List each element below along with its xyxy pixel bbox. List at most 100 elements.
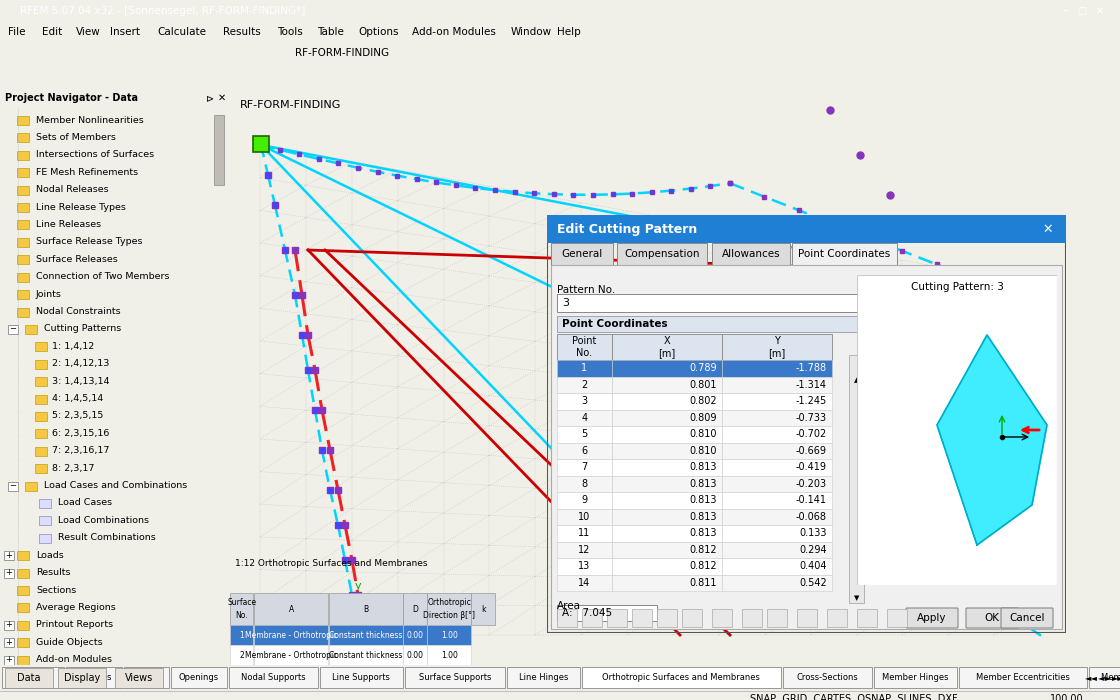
Bar bbox=[17, 151, 29, 160]
Text: Materials: Materials bbox=[13, 673, 52, 682]
Text: Tools: Tools bbox=[277, 27, 302, 37]
Text: Load Cases: Load Cases bbox=[58, 498, 112, 508]
Bar bbox=[632, 609, 652, 627]
Bar bbox=[17, 656, 29, 664]
Bar bbox=[17, 307, 29, 316]
Text: 100.00: 100.00 bbox=[1051, 694, 1084, 700]
Bar bbox=[17, 168, 29, 177]
Text: 2: 1,4,12,13: 2: 1,4,12,13 bbox=[52, 359, 110, 368]
Text: 1.00: 1.00 bbox=[441, 650, 458, 659]
Text: 5: 2,3,5,15: 5: 2,3,5,15 bbox=[52, 412, 103, 421]
Text: D: D bbox=[412, 605, 418, 614]
Text: Cutting Patterns: Cutting Patterns bbox=[44, 324, 121, 333]
Bar bbox=[797, 609, 816, 627]
Bar bbox=[887, 609, 907, 627]
Bar bbox=[849, 355, 864, 603]
Text: 3: 3 bbox=[581, 396, 588, 406]
Bar bbox=[612, 459, 721, 475]
Bar bbox=[857, 609, 877, 627]
Bar bbox=[230, 625, 253, 645]
Bar bbox=[612, 542, 721, 558]
Bar bbox=[557, 475, 612, 492]
Text: 4: 1,4,5,14: 4: 1,4,5,14 bbox=[52, 394, 103, 403]
Bar bbox=[230, 593, 253, 625]
Text: 1: 1 bbox=[581, 363, 588, 373]
Text: Results: Results bbox=[224, 27, 261, 37]
Text: No.: No. bbox=[235, 611, 249, 620]
Bar bbox=[17, 568, 29, 578]
Bar bbox=[17, 273, 29, 281]
Bar bbox=[170, 667, 226, 688]
Text: View: View bbox=[76, 27, 101, 37]
Text: RF-FORM-FINDING: RF-FORM-FINDING bbox=[295, 48, 389, 59]
Text: 1: 1,4,12: 1: 1,4,12 bbox=[52, 342, 94, 351]
Text: Area: Area bbox=[557, 601, 581, 611]
Bar bbox=[551, 243, 613, 265]
Bar bbox=[557, 442, 612, 459]
Bar bbox=[557, 525, 612, 542]
Bar bbox=[17, 256, 29, 265]
Text: Add-on Modules: Add-on Modules bbox=[411, 27, 495, 37]
Text: 10: 10 bbox=[578, 512, 590, 522]
Text: Line Releases: Line Releases bbox=[36, 220, 101, 229]
Text: 0.801: 0.801 bbox=[690, 379, 717, 390]
Text: ◄: ◄ bbox=[1098, 673, 1104, 682]
Bar bbox=[17, 551, 29, 560]
Text: Surface Release Types: Surface Release Types bbox=[36, 237, 142, 246]
Text: Cancel: Cancel bbox=[1009, 613, 1045, 623]
Text: ►: ► bbox=[1105, 673, 1111, 682]
Bar bbox=[722, 442, 831, 459]
Text: Intersections of Surfaces: Intersections of Surfaces bbox=[36, 150, 155, 160]
Bar bbox=[65, 667, 121, 688]
Text: □: □ bbox=[1077, 6, 1086, 16]
Bar bbox=[657, 609, 676, 627]
Text: Loads: Loads bbox=[36, 551, 64, 560]
Bar bbox=[557, 316, 1048, 332]
Text: Average Regions: Average Regions bbox=[36, 603, 115, 612]
Text: 0.404: 0.404 bbox=[800, 561, 827, 571]
Bar bbox=[39, 534, 52, 542]
Text: ✕: ✕ bbox=[218, 93, 226, 103]
Text: Surface: Surface bbox=[227, 598, 256, 607]
Text: -0.068: -0.068 bbox=[796, 512, 827, 522]
Text: 0.812: 0.812 bbox=[690, 561, 717, 571]
Bar bbox=[403, 645, 427, 665]
Text: Add-on Modules: Add-on Modules bbox=[36, 655, 112, 664]
Text: 1:12 Orthotropic Surfaces and Membranes: 1:12 Orthotropic Surfaces and Membranes bbox=[235, 559, 428, 568]
Bar bbox=[557, 605, 657, 621]
Text: Member Divisions: Member Divisions bbox=[1101, 673, 1120, 682]
Text: Solids: Solids bbox=[133, 673, 158, 682]
Text: ►►: ►► bbox=[1112, 673, 1120, 682]
Text: Membrane - Orthotropic: Membrane - Orthotropic bbox=[245, 650, 337, 659]
Text: Nodal Constraints: Nodal Constraints bbox=[36, 307, 121, 316]
Bar bbox=[17, 134, 29, 143]
Text: 0.809: 0.809 bbox=[690, 413, 717, 423]
Text: 0.813: 0.813 bbox=[690, 462, 717, 472]
Bar bbox=[25, 482, 37, 491]
Bar bbox=[17, 638, 29, 648]
Text: +: + bbox=[6, 551, 12, 560]
Text: General: General bbox=[561, 249, 603, 259]
Bar bbox=[35, 447, 47, 456]
Bar bbox=[722, 459, 831, 475]
Bar bbox=[427, 593, 470, 625]
Bar bbox=[39, 517, 52, 526]
Text: -1.788: -1.788 bbox=[796, 363, 827, 373]
Bar bbox=[427, 625, 470, 645]
Bar bbox=[4, 638, 13, 648]
Text: 11: 11 bbox=[578, 528, 590, 538]
Text: 0.133: 0.133 bbox=[800, 528, 827, 538]
Text: −: − bbox=[9, 324, 17, 333]
Text: Nodal Releases: Nodal Releases bbox=[36, 186, 109, 194]
Bar bbox=[319, 667, 403, 688]
Text: y: y bbox=[355, 581, 362, 591]
Text: Member Hinges: Member Hinges bbox=[883, 673, 949, 682]
Bar bbox=[612, 360, 721, 377]
Bar bbox=[612, 393, 721, 410]
Text: 0.00: 0.00 bbox=[407, 631, 423, 640]
Bar bbox=[557, 393, 612, 410]
Bar bbox=[35, 377, 47, 386]
Text: 14: 14 bbox=[578, 578, 590, 588]
Text: 8: 2,3,17: 8: 2,3,17 bbox=[52, 463, 94, 473]
Text: Allowances: Allowances bbox=[721, 249, 781, 259]
